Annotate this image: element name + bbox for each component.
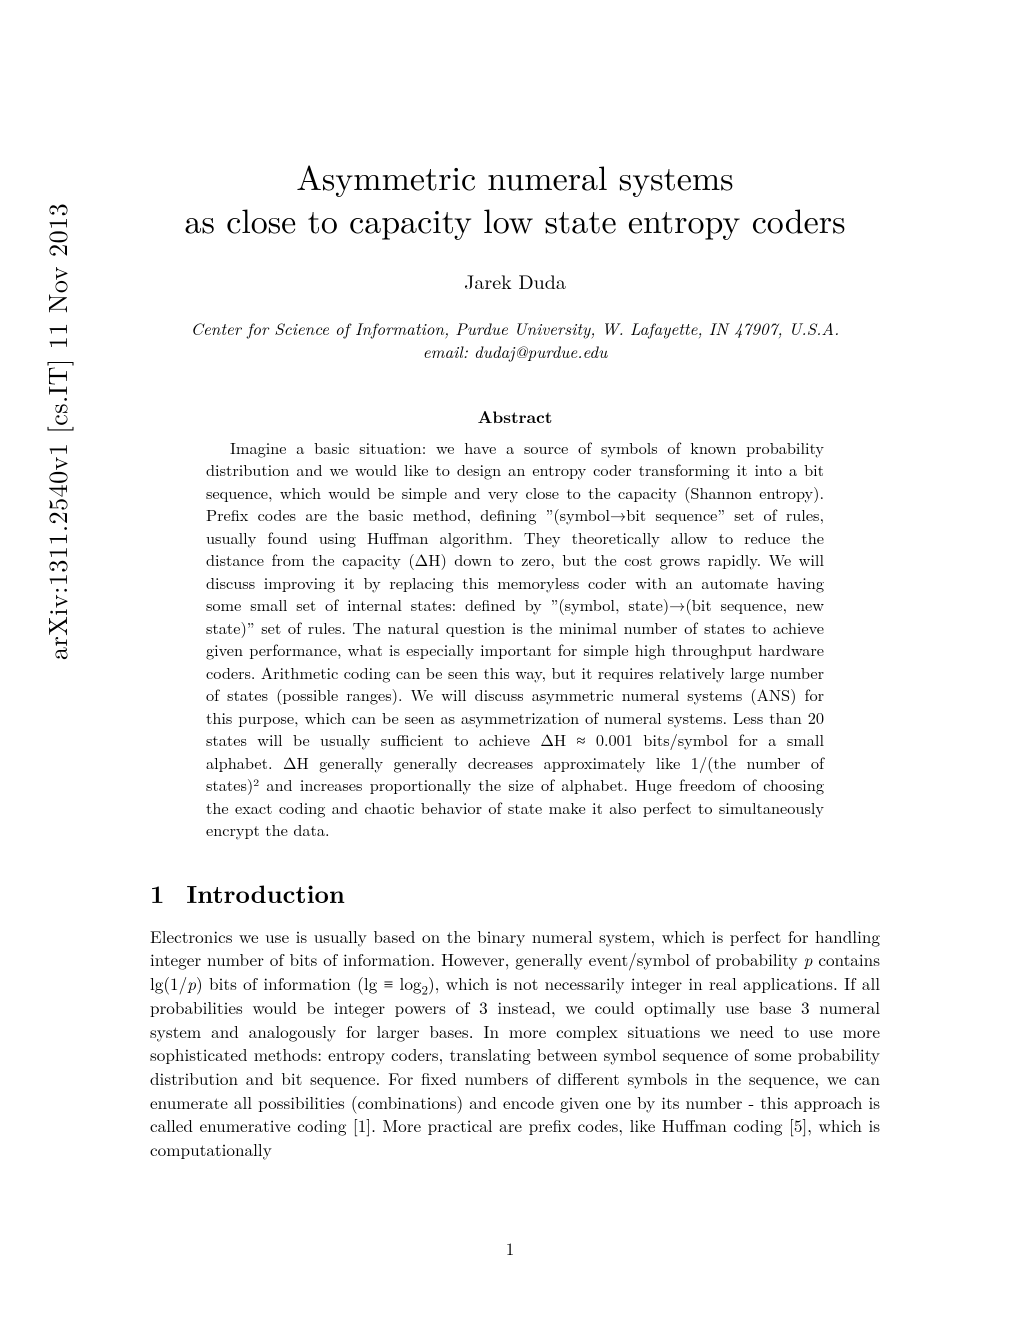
- p1-frag-c: ) bits of information (lg ≡ log: [196, 971, 421, 995]
- affiliation: Center for Science of Information, Purdu…: [150, 317, 880, 363]
- page-number: 1: [0, 1236, 1020, 1260]
- arxiv-stamp: arXiv:1311.2540v1 [cs.IT] 11 Nov 2013: [38, 203, 75, 660]
- intro-paragraph: Electronics we use is usually based on t…: [150, 925, 880, 1162]
- section-heading: 1 Introduction: [150, 876, 880, 911]
- author-name: Jarek Duda: [150, 266, 880, 295]
- p1-frag-a: Electronics we use is usually based on t…: [150, 924, 880, 972]
- affiliation-line-1: Center for Science of Information, Purdu…: [191, 316, 839, 340]
- affiliation-line-2: email: dudaj@purdue.edu: [423, 339, 607, 363]
- section-title: Introduction: [186, 876, 345, 911]
- abstract-text: Imagine a basic situation: we have a sou…: [206, 437, 824, 842]
- abstract-heading: Abstract: [150, 405, 880, 429]
- p1-frag-d: ), which is not necessarily integer in r…: [150, 971, 880, 1161]
- title-line-2: as close to capacity low state entropy c…: [185, 195, 846, 243]
- var-p-2: p: [187, 971, 196, 995]
- section-number: 1: [150, 876, 164, 911]
- page-content: Asymmetric numeral systems as close to c…: [150, 155, 880, 1162]
- title-line-1: Asymmetric numeral systems: [296, 152, 733, 200]
- paper-title: Asymmetric numeral systems as close to c…: [150, 155, 880, 240]
